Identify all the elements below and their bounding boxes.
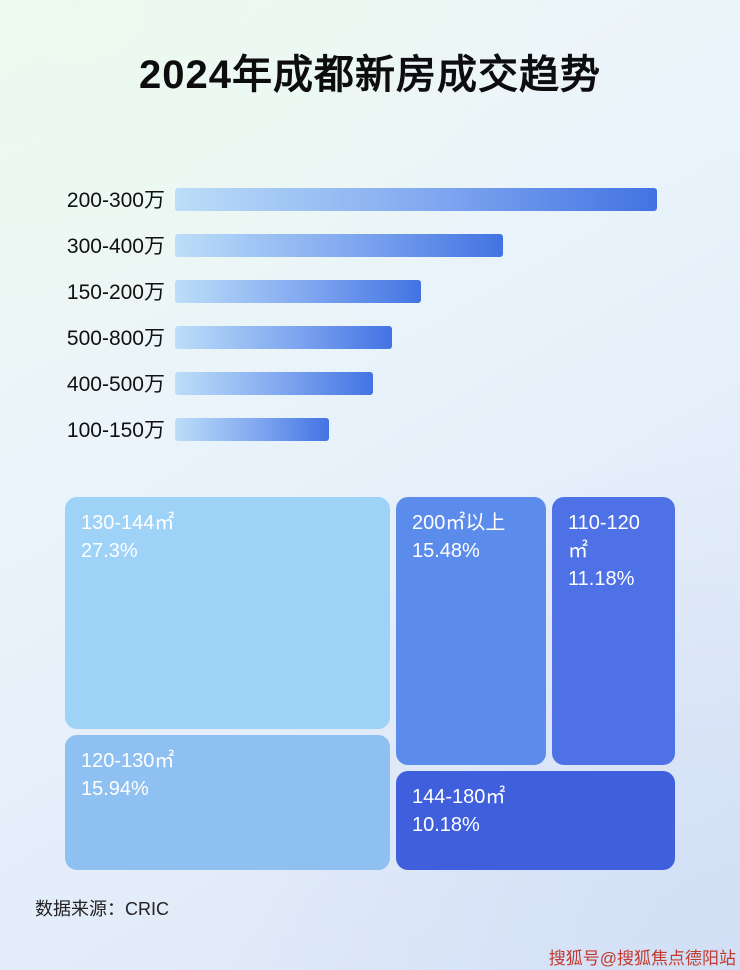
block-label: 200㎡以上	[412, 512, 506, 534]
bar-track	[175, 187, 657, 211]
bar-label: 400-500万	[66, 373, 165, 396]
bar-label: 100-150万	[66, 419, 165, 442]
block-value: 10.18%	[412, 814, 480, 836]
bar-label: 500-800万	[66, 327, 165, 350]
block-label: 120-130㎡	[81, 750, 175, 772]
bar-row: 150-200万	[35, 268, 675, 314]
block-label: 110-120㎡	[568, 512, 640, 562]
bar-fill	[175, 371, 373, 395]
treemap-block-200-plus: 200㎡以上 15.48%	[396, 497, 546, 765]
bar-row: 400-500万	[35, 360, 675, 406]
watermark-label: 搜狐号@搜狐焦点德阳站	[548, 949, 736, 968]
treemap-block-130-144: 130-144㎡ 27.3%	[65, 497, 390, 729]
bar-fill	[175, 279, 421, 303]
block-value: 27.3%	[81, 540, 138, 562]
data-source-label: 数据来源：CRIC	[35, 899, 169, 919]
bar-label: 300-400万	[66, 235, 165, 258]
bar-row: 100-150万	[35, 406, 675, 452]
bar-track	[175, 325, 657, 349]
bar-track	[175, 233, 657, 257]
bar-track	[175, 371, 657, 395]
block-value: 11.18%	[568, 568, 635, 590]
block-label: 130-144㎡	[81, 512, 175, 534]
bar-fill	[175, 417, 329, 441]
bar-row: 200-300万	[35, 176, 675, 222]
bar-row: 300-400万	[35, 222, 675, 268]
block-value: 15.48%	[412, 540, 480, 562]
bar-fill	[175, 325, 392, 349]
page-title: 2024年成都新房成交趋势	[139, 53, 601, 97]
bar-row: 500-800万	[35, 314, 675, 360]
bar-fill	[175, 187, 657, 211]
block-value: 15.94%	[81, 778, 149, 800]
treemap-block-144-180: 144-180㎡ 10.18%	[396, 771, 675, 870]
bar-fill	[175, 233, 503, 257]
bar-label: 200-300万	[66, 189, 165, 212]
bar-track	[175, 279, 657, 303]
price-range-bar-chart: 200-300万 300-400万 150-200万 500-800万 400-	[35, 176, 675, 452]
treemap-block-120-130: 120-130㎡ 15.94%	[65, 735, 390, 870]
bar-track	[175, 417, 657, 441]
block-label: 144-180㎡	[412, 786, 506, 808]
treemap-block-110-120: 110-120㎡ 11.18%	[552, 497, 675, 765]
bar-label: 150-200万	[66, 281, 165, 304]
